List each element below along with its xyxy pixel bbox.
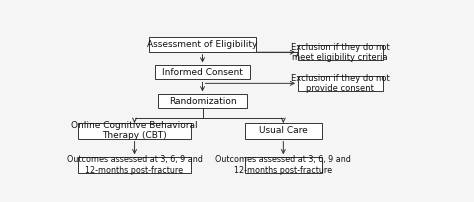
FancyBboxPatch shape <box>155 65 250 79</box>
Text: Exclusion if they do not
meet eligibility criteria: Exclusion if they do not meet eligibilit… <box>291 43 390 62</box>
FancyBboxPatch shape <box>158 94 246 108</box>
Text: Informed Consent: Informed Consent <box>162 68 243 77</box>
FancyBboxPatch shape <box>78 157 191 173</box>
Text: Online Cognitive Behavioral
Therapy (CBT): Online Cognitive Behavioral Therapy (CBT… <box>71 121 198 140</box>
Text: Outcomes assessed at 3, 6, 9 and
12-months post-fracture: Outcomes assessed at 3, 6, 9 and 12-mont… <box>215 155 351 175</box>
FancyBboxPatch shape <box>298 76 383 91</box>
FancyBboxPatch shape <box>245 157 322 173</box>
Text: Usual Care: Usual Care <box>259 126 308 135</box>
Text: Outcomes assessed at 3, 6, 9 and
12-months post-fracture: Outcomes assessed at 3, 6, 9 and 12-mont… <box>67 155 202 175</box>
Text: Exclusion if they do not
provide consent: Exclusion if they do not provide consent <box>291 74 390 93</box>
FancyBboxPatch shape <box>149 37 256 52</box>
FancyBboxPatch shape <box>78 123 191 139</box>
Text: Assessment of Eligibility: Assessment of Eligibility <box>147 40 258 49</box>
Text: Randomization: Randomization <box>169 97 237 106</box>
FancyBboxPatch shape <box>245 123 322 139</box>
FancyBboxPatch shape <box>298 45 383 60</box>
